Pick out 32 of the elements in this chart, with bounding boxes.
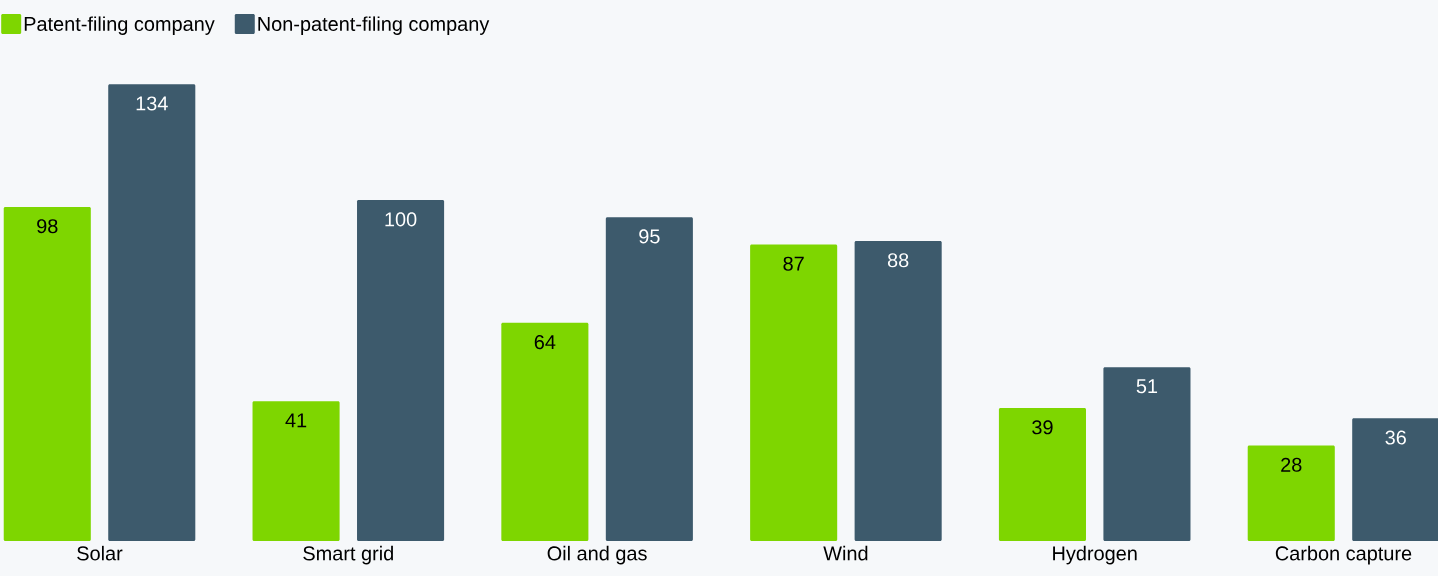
x-tick-label: Solar [77, 545, 123, 561]
data-label: 39 [1032, 420, 1053, 435]
bar [605, 217, 693, 541]
data-label: 51 [1136, 379, 1158, 394]
bar [998, 408, 1086, 541]
data-label: 64 [534, 335, 556, 350]
bar [854, 241, 942, 541]
bar [1247, 445, 1335, 541]
x-tick-label: Oil and gas [547, 545, 647, 565]
bar [252, 401, 340, 541]
bar [1103, 367, 1191, 541]
x-tick-label: Carbon capture [1275, 545, 1412, 565]
data-label: 100 [385, 212, 417, 227]
bar [1352, 418, 1438, 541]
bar [108, 84, 196, 541]
bar [357, 200, 445, 541]
bar [3, 206, 91, 541]
data-label: 41 [285, 413, 307, 428]
data-label: 87 [783, 256, 804, 271]
x-tick-label: Hydrogen [1053, 545, 1137, 565]
x-tick-label: Wind [823, 545, 868, 561]
data-label: 98 [37, 219, 58, 234]
bar [501, 322, 589, 541]
data-label: 36 [1385, 430, 1406, 445]
x-tick-label: Smart grid [303, 545, 393, 565]
data-label: 88 [887, 253, 909, 268]
data-label: 28 [1281, 457, 1302, 472]
data-label: 134 [136, 96, 168, 111]
bar [750, 244, 838, 541]
data-label: 95 [639, 229, 660, 244]
legend-label: Patent-filing company [24, 16, 215, 35]
legend-label: Non-patent-filing company [258, 16, 490, 35]
